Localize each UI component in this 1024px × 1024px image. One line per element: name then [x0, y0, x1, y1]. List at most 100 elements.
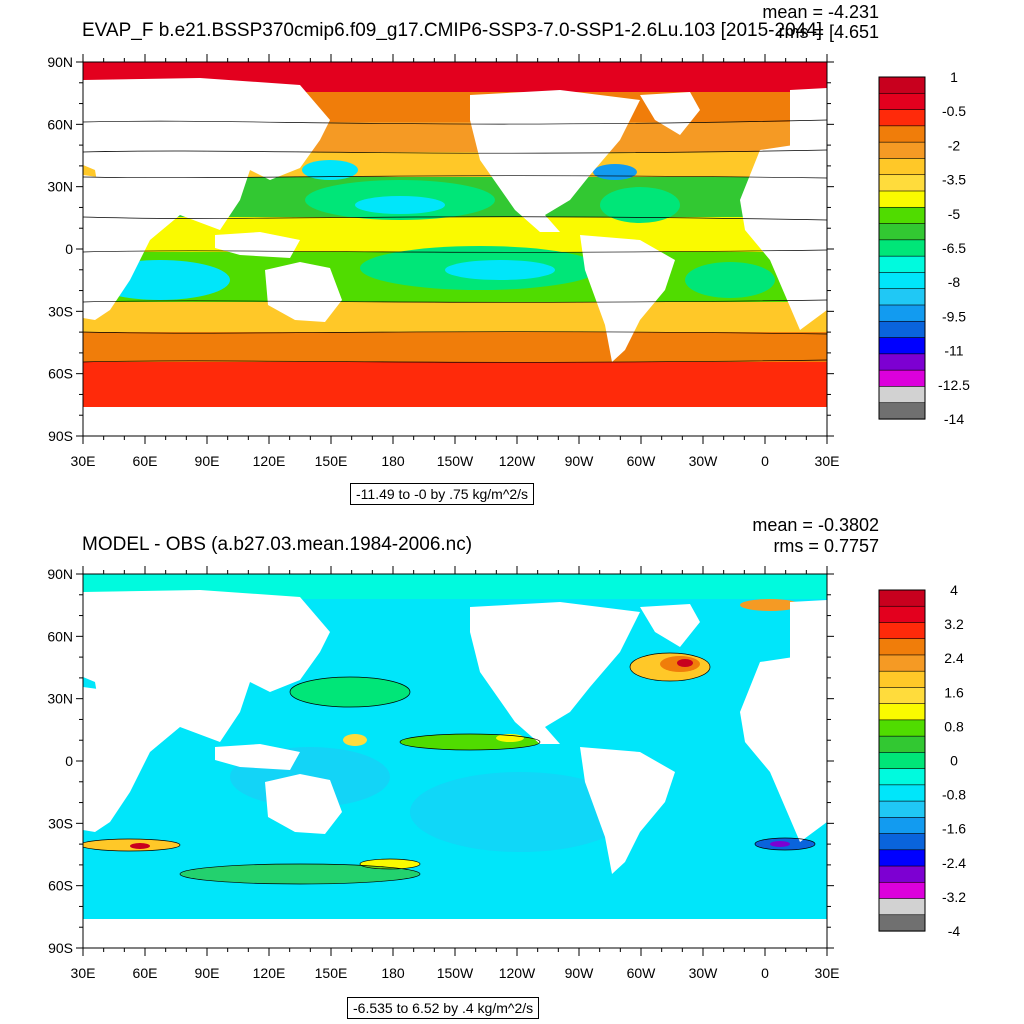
y-tick-label: 60N — [47, 628, 73, 644]
model-minus-obs-panel: 90N 60N 30N 0 30S 60S 90S 30E 60E 90E 120E 150E 180… — [0, 512, 1024, 1024]
x-tick-label: 60E — [133, 453, 158, 469]
contour-range-label: -6.535 to 6.52 by .4 kg/m^2/s — [347, 997, 540, 1019]
colorbar-label: -2.4 — [942, 855, 966, 871]
x-tick-label: 120W — [499, 965, 536, 981]
colorbar-swatch — [878, 288, 926, 306]
x-tick-label: 150W — [437, 965, 474, 981]
y-tick-label: 90N — [47, 54, 73, 70]
colorbar-swatch — [878, 833, 926, 851]
y-tick-label: 60S — [48, 878, 73, 894]
colorbar-swatch — [878, 638, 926, 656]
land-africa-east — [83, 175, 150, 320]
colorbar-label: -2 — [948, 137, 961, 153]
land-australia — [265, 262, 342, 322]
colorbar-label: -1.6 — [942, 821, 966, 837]
x-tick-label: 90E — [195, 453, 220, 469]
y-tick-label: 0 — [65, 241, 73, 257]
colorbar: 1 -0.5 -2 -3.5 -5 -6.5 -8 -9.5 -11 -12.5 -14 — [878, 69, 970, 427]
colorbar-label: 0.8 — [944, 718, 964, 734]
colorbar-swatch — [878, 402, 926, 420]
colorbar-label: -9.5 — [942, 308, 966, 324]
band-southern-ocean — [83, 362, 827, 407]
contour-line — [83, 299, 827, 303]
x-tick-label: 30W — [689, 453, 719, 469]
y-tick-label: 90S — [48, 940, 73, 956]
stat-mean: mean = -0.3802 — [752, 515, 879, 535]
land-mask — [83, 78, 827, 436]
gulf-stream-bias-core — [677, 659, 693, 667]
band-south-midlat — [83, 302, 827, 332]
north-pacific-pos — [290, 677, 410, 707]
contour-line — [289, 676, 411, 708]
land-antarctica — [83, 407, 827, 436]
x-tick-label: 0 — [761, 453, 769, 469]
colorbar-label: -5 — [948, 206, 961, 222]
y-tick-label: 30N — [47, 179, 73, 195]
x-tick-label: 60E — [133, 965, 158, 981]
gulf-stream-max — [593, 164, 637, 180]
colorbar-swatch — [878, 687, 926, 705]
x-tick-label: 60W — [627, 453, 657, 469]
southern-atlantic-neg-core — [770, 841, 790, 847]
y-tick-label: 30S — [48, 303, 73, 319]
x-tick-label: 180 — [381, 965, 405, 981]
colorbar-swatch — [878, 206, 926, 225]
warm-pool-peak — [343, 734, 367, 746]
colorbar-swatch — [878, 719, 926, 737]
y-tick-label: 60S — [48, 366, 73, 382]
colorbar-swatch — [878, 605, 926, 624]
colorbar-swatch — [878, 190, 926, 208]
colorbar-swatch — [878, 800, 926, 818]
southern-ocean-pos — [180, 864, 420, 884]
stat-rms: rms = 0.7757 — [773, 536, 879, 556]
longitude-ticks: 30E 60E 90E 120E 150E 180 150W 120W 90W 60W 30W 0 30… — [71, 566, 839, 981]
y-tick-label: 90S — [48, 428, 73, 444]
colorbar-swatch — [878, 92, 926, 111]
colorbar-swatch — [878, 255, 926, 274]
colorbar-label: 2.4 — [944, 650, 964, 666]
colorbar-label: 1 — [950, 69, 958, 85]
colorbar-swatch — [878, 881, 926, 900]
colorbar-label: -8 — [948, 274, 961, 290]
colorbar-label: -0.5 — [942, 103, 966, 119]
contour-line — [754, 837, 816, 851]
colorbar-swatch — [878, 768, 926, 786]
stat-mean: mean = -4.231 — [762, 2, 879, 22]
contour-line — [83, 119, 827, 125]
colorbar-swatch — [878, 849, 926, 867]
colorbar-swatch — [878, 353, 926, 371]
colorbar-label: -12.5 — [938, 377, 970, 393]
agulhas-bias-core — [130, 843, 150, 849]
latitude-ticks: 90N 60N 30N 0 30S 60S 90S — [47, 566, 834, 956]
colorbar-swatch — [878, 703, 926, 721]
colorbar: 4 3.2 2.4 1.6 0.8 0 -0.8 -1.6 -2.4 -3.2 -4 — [878, 582, 966, 939]
x-tick-label: 180 — [381, 453, 405, 469]
x-tick-label: 30E — [71, 965, 96, 981]
colorbar-label: 1.6 — [944, 684, 964, 700]
evap-map-svg: 90N 60N 30N 0 30S 60S 90S 30E 60E 90E 120E 150E 180… — [47, 54, 970, 469]
contour-line — [83, 331, 827, 335]
x-tick-label: 150E — [315, 965, 348, 981]
land-eurasia — [83, 78, 330, 240]
stat-rms: rms = [4.651 — [778, 22, 879, 42]
contour-line — [359, 858, 421, 870]
y-tick-label: 90N — [47, 566, 73, 582]
y-tick-label: 60N — [47, 116, 73, 132]
colorbar-swatch — [878, 320, 926, 339]
land-south-america — [580, 747, 675, 874]
contour-line — [399, 733, 541, 751]
colorbar-label: -0.8 — [942, 787, 966, 803]
contour-lines — [83, 652, 816, 885]
contour-line — [629, 652, 711, 682]
colorbar-swatch — [878, 125, 926, 143]
land-africa-west — [740, 652, 827, 842]
x-tick-label: 150W — [437, 453, 474, 469]
contour-line — [83, 175, 827, 179]
contour-line — [83, 249, 827, 253]
field-layer — [83, 62, 827, 436]
y-tick-label: 30N — [47, 691, 73, 707]
north-atlantic-max — [600, 187, 680, 223]
panel-title: EVAP_F b.e21.BSSP370cmip6.f09_g17.CMIP6-… — [82, 20, 823, 41]
colorbar-label: -11 — [944, 343, 963, 359]
land-south-america — [580, 235, 675, 362]
